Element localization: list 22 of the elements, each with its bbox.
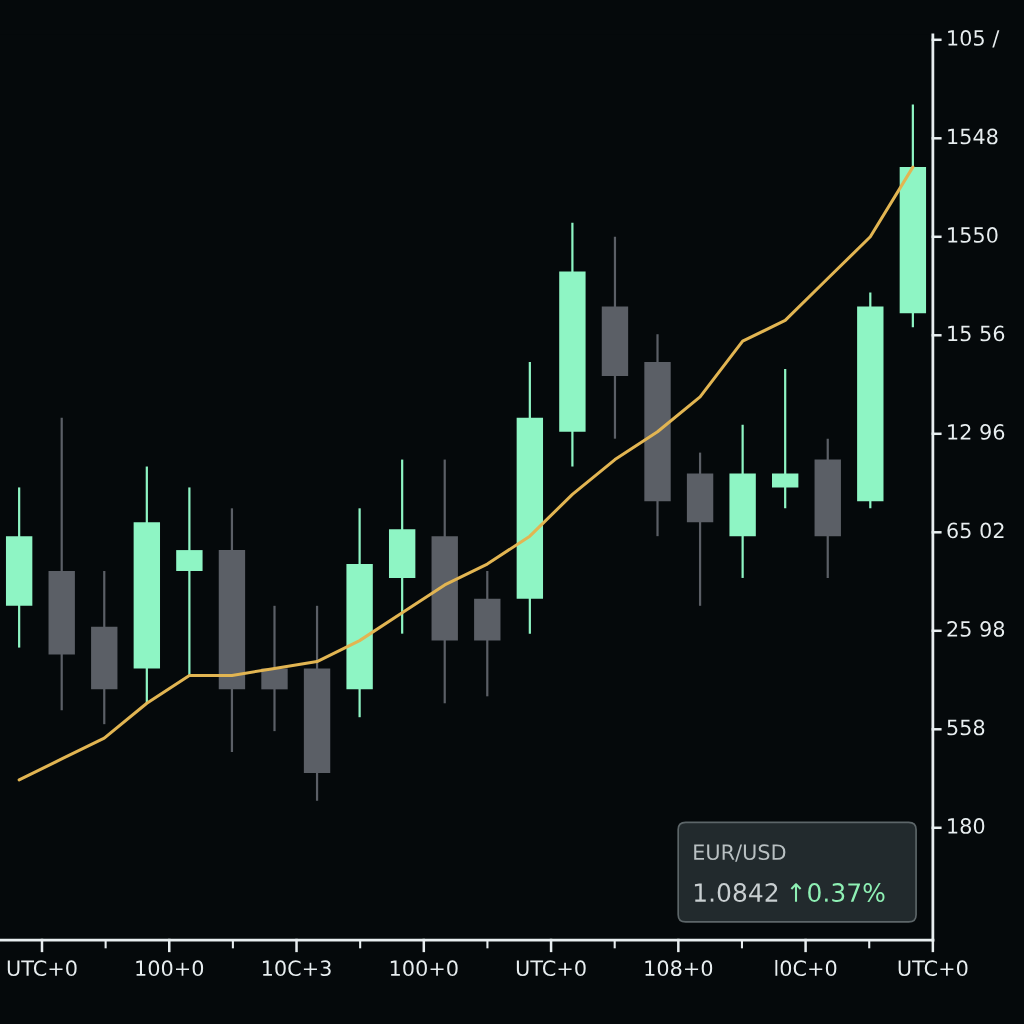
text: 108+0 xyxy=(645,960,713,977)
text: 105 / xyxy=(948,30,1000,48)
text: 100+0 xyxy=(390,960,458,977)
text: EUR/USD xyxy=(694,844,786,862)
text: 15 56 xyxy=(948,325,1005,342)
candlestick xyxy=(772,367,799,510)
text: 1548 xyxy=(948,128,998,145)
text: UTC+0 xyxy=(898,960,968,977)
text: 25 98 xyxy=(947,621,1005,637)
text: ↑0.37% xyxy=(790,883,885,903)
text: l0C+0 xyxy=(775,959,837,977)
text: 180 xyxy=(948,818,985,834)
text: 100+0 xyxy=(136,960,204,977)
candlestick xyxy=(176,486,203,677)
text: UTC+0 xyxy=(7,960,77,977)
text: 1550 xyxy=(948,227,998,243)
text: 65 02 xyxy=(947,522,1004,539)
text: 10C+3 xyxy=(262,960,331,977)
text: 1.0842 xyxy=(694,883,778,903)
text: UTC+0 xyxy=(516,960,586,977)
text: 558 xyxy=(947,719,985,736)
text: 12 96 xyxy=(948,424,1005,440)
